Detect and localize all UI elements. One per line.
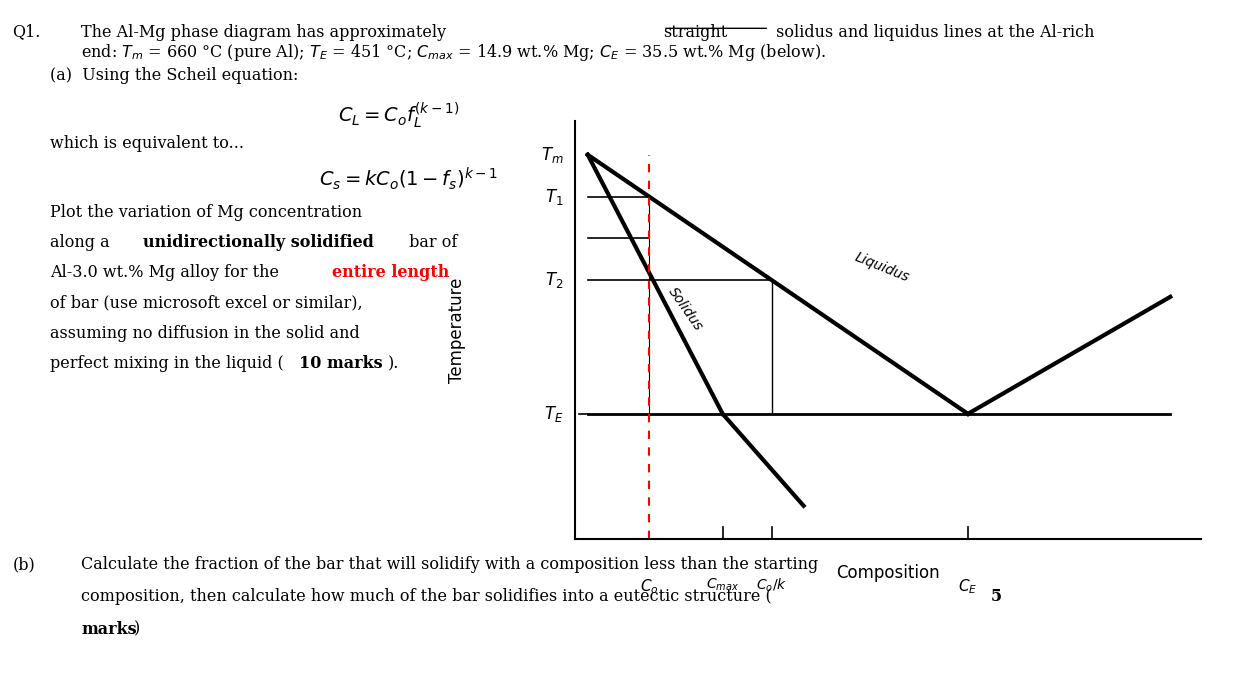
Text: Q1.: Q1.	[13, 24, 41, 40]
Text: which is equivalent to...: which is equivalent to...	[50, 135, 244, 152]
Text: The Al-Mg phase diagram has approximately: The Al-Mg phase diagram has approximatel…	[81, 24, 452, 40]
Text: assuming no diffusion in the solid and: assuming no diffusion in the solid and	[50, 325, 360, 342]
Text: Liquidus: Liquidus	[853, 250, 912, 285]
Text: bar of: bar of	[404, 234, 458, 251]
Text: $C_o$: $C_o$	[639, 577, 658, 596]
Text: $C_o/k$: $C_o/k$	[756, 577, 787, 594]
Text: of bar (use microsoft excel or similar),: of bar (use microsoft excel or similar),	[50, 295, 363, 311]
Text: $C_{max}$: $C_{max}$	[706, 577, 739, 593]
Text: straight: straight	[663, 24, 727, 40]
Text: end: $T_m$ = 660 °C (pure Al); $T_E$ = 451 °C; $C_{max}$ = 14.9 wt.% Mg; $C_E$ =: end: $T_m$ = 660 °C (pure Al); $T_E$ = 4…	[81, 42, 826, 63]
Text: (b): (b)	[13, 556, 35, 573]
Text: Plot the variation of Mg concentration: Plot the variation of Mg concentration	[50, 204, 363, 220]
Text: 10 marks: 10 marks	[299, 355, 383, 372]
X-axis label: Composition: Composition	[837, 564, 940, 582]
Text: composition, then calculate how much of the bar solidifies into a eutectic struc: composition, then calculate how much of …	[81, 588, 772, 605]
Text: Temperature: Temperature	[448, 278, 465, 383]
Text: ): )	[134, 621, 140, 638]
Text: Al-3.0 wt.% Mg alloy for the: Al-3.0 wt.% Mg alloy for the	[50, 264, 284, 281]
Text: perfect mixing in the liquid (: perfect mixing in the liquid (	[50, 355, 284, 372]
Text: $T_2$: $T_2$	[544, 270, 563, 290]
Text: $T_1$: $T_1$	[544, 187, 563, 206]
Text: Calculate the fraction of the bar that will solidify with a composition less tha: Calculate the fraction of the bar that w…	[81, 556, 818, 573]
Text: marks: marks	[81, 621, 136, 638]
Text: (a)  Using the Scheil equation:: (a) Using the Scheil equation:	[50, 67, 299, 84]
Text: $C_s = kC_o(1-f_s)^{k-1}$: $C_s = kC_o(1-f_s)^{k-1}$	[319, 165, 498, 191]
Text: ).: ).	[388, 355, 399, 372]
Text: $C_L = C_o f_L^{(k-1)}$: $C_L = C_o f_L^{(k-1)}$	[338, 100, 459, 129]
Text: 5: 5	[991, 588, 1002, 605]
Text: along a: along a	[50, 234, 115, 251]
Text: entire length: entire length	[332, 264, 449, 281]
Text: $T_E$: $T_E$	[544, 404, 563, 424]
Text: $C_E$: $C_E$	[958, 577, 977, 596]
Text: solidus and liquidus lines at the Al-rich: solidus and liquidus lines at the Al-ric…	[771, 24, 1095, 40]
Text: $T_m$: $T_m$	[540, 145, 563, 164]
Text: unidirectionally solidified: unidirectionally solidified	[143, 234, 374, 251]
Text: Solidus: Solidus	[666, 285, 706, 334]
